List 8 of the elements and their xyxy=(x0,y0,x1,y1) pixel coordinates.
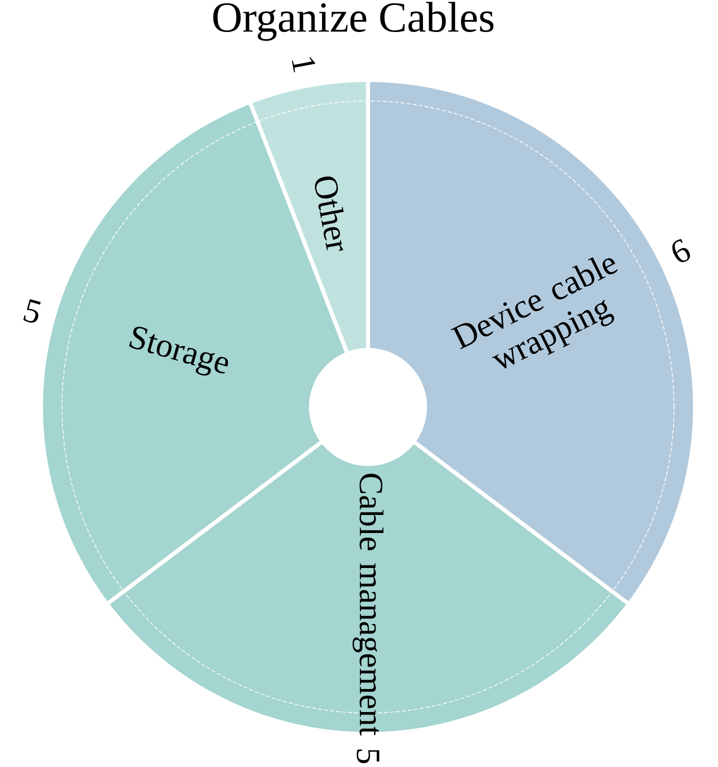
data-label: 1 xyxy=(292,57,316,72)
chart-title: Organize Cables xyxy=(213,2,494,41)
slice-label: Cable management xyxy=(352,474,384,736)
slice-label: Other xyxy=(314,176,344,251)
data-label: 5 xyxy=(23,299,41,323)
slice-label: Storage xyxy=(129,326,228,376)
data-label: 5 xyxy=(356,750,380,764)
data-label: 6 xyxy=(672,239,690,262)
